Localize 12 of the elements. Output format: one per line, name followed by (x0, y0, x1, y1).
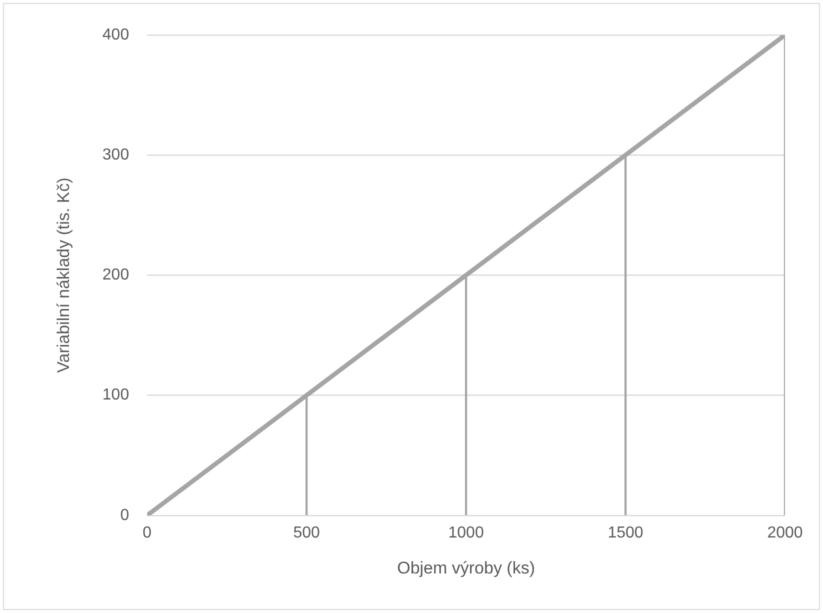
y-tick-label: 100 (102, 386, 130, 404)
y-tick-label: 400 (102, 26, 130, 44)
x-tick-label: 1000 (448, 524, 484, 542)
x-tick-label: 2000 (767, 524, 803, 542)
x-tick-label: 1500 (608, 524, 644, 542)
y-tick-label: 200 (102, 266, 130, 284)
x-axis-title: Objem výroby (ks) (397, 558, 536, 578)
y-tick-label: 0 (120, 506, 130, 524)
x-tick-label: 500 (293, 524, 320, 542)
y-axis-title: Variabilní náklady (tis. Kč) (54, 178, 73, 373)
x-tick-label: 0 (142, 524, 152, 542)
y-tick-label: 300 (102, 146, 130, 164)
